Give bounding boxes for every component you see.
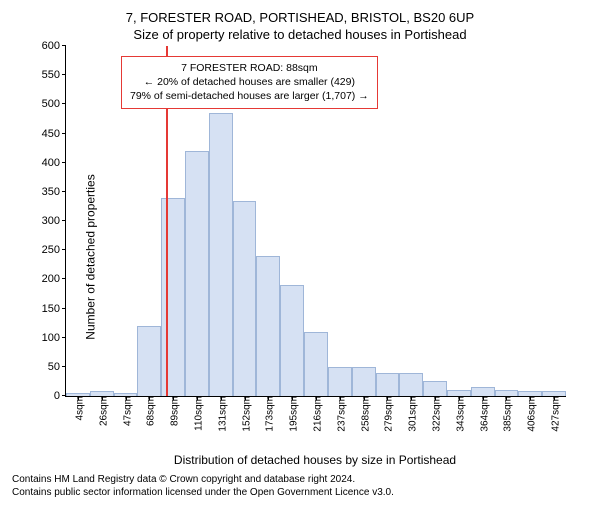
histogram-bar xyxy=(352,367,376,396)
histogram-bar xyxy=(185,151,209,396)
x-tick-label: 237sqm xyxy=(332,396,347,432)
x-tick-mark xyxy=(483,396,484,400)
x-tick-label: 216sqm xyxy=(309,396,324,432)
y-tick-label: 500 xyxy=(42,98,66,110)
x-tick-mark xyxy=(554,396,555,400)
x-tick-mark xyxy=(411,396,412,400)
y-tick-mark xyxy=(62,249,66,250)
x-tick-mark xyxy=(530,396,531,400)
y-tick-label: 600 xyxy=(42,40,66,52)
footer-line: Contains HM Land Registry data © Crown c… xyxy=(12,473,590,486)
y-tick-label: 0 xyxy=(54,390,66,402)
y-tick-mark xyxy=(62,191,66,192)
x-tick-label: 406sqm xyxy=(523,396,538,432)
y-tick-label: 250 xyxy=(42,244,66,256)
histogram-bar xyxy=(376,373,400,396)
x-tick-mark xyxy=(506,396,507,400)
x-tick-label: 343sqm xyxy=(451,396,466,432)
footer-line: Contains public sector information licen… xyxy=(12,486,590,499)
x-tick-label: 131sqm xyxy=(213,396,228,432)
x-tick-mark xyxy=(173,396,174,400)
annotation-line: 79% of semi-detached houses are larger (… xyxy=(130,89,369,103)
x-tick-mark xyxy=(268,396,269,400)
y-tick-label: 450 xyxy=(42,128,66,140)
y-tick-label: 150 xyxy=(42,303,66,315)
histogram-bar xyxy=(161,198,185,396)
histogram-bar xyxy=(423,381,447,396)
y-tick-mark xyxy=(62,133,66,134)
x-tick-label: 385sqm xyxy=(499,396,514,432)
y-tick-label: 550 xyxy=(42,69,66,81)
x-tick-label: 26sqm xyxy=(94,396,109,426)
annotation-line: ← 20% of detached houses are smaller (42… xyxy=(130,75,369,89)
annotation-line: 7 FORESTER ROAD: 88sqm xyxy=(130,61,369,75)
x-tick-label: 173sqm xyxy=(261,396,276,432)
x-tick-label: 89sqm xyxy=(166,396,181,426)
histogram-bar xyxy=(233,201,257,396)
x-tick-label: 110sqm xyxy=(189,396,204,431)
histogram-bar xyxy=(256,256,280,396)
y-tick-mark xyxy=(62,337,66,338)
x-tick-label: 152sqm xyxy=(237,396,252,432)
x-tick-mark xyxy=(149,396,150,400)
y-tick-mark xyxy=(62,220,66,221)
histogram-bar xyxy=(304,332,328,396)
histogram-bar xyxy=(280,285,304,396)
x-tick-mark xyxy=(292,396,293,400)
x-tick-mark xyxy=(387,396,388,400)
y-tick-label: 50 xyxy=(48,361,66,373)
histogram-chart: Number of detached properties 0501001502… xyxy=(20,46,580,467)
x-tick-label: 322sqm xyxy=(428,396,443,432)
x-tick-mark xyxy=(102,396,103,400)
histogram-bar xyxy=(209,113,233,396)
y-tick-mark xyxy=(62,74,66,75)
histogram-bar xyxy=(399,373,423,396)
y-tick-mark xyxy=(62,162,66,163)
page-title-sub: Size of property relative to detached ho… xyxy=(10,27,590,42)
x-tick-mark xyxy=(126,396,127,400)
plot-area: 0501001502002503003504004505005506004sqm… xyxy=(65,46,566,397)
x-tick-mark xyxy=(221,396,222,400)
x-tick-mark xyxy=(78,396,79,400)
x-tick-label: 301sqm xyxy=(404,396,419,432)
y-tick-mark xyxy=(62,45,66,46)
y-tick-label: 100 xyxy=(42,332,66,344)
y-tick-label: 350 xyxy=(42,186,66,198)
footer-attribution: Contains HM Land Registry data © Crown c… xyxy=(12,473,590,499)
x-tick-label: 258sqm xyxy=(356,396,371,432)
x-tick-mark xyxy=(340,396,341,400)
x-tick-label: 279sqm xyxy=(380,396,395,432)
x-tick-label: 364sqm xyxy=(475,396,490,432)
y-tick-mark xyxy=(62,278,66,279)
histogram-bar xyxy=(471,387,495,396)
histogram-bar xyxy=(328,367,352,396)
y-tick-label: 400 xyxy=(42,157,66,169)
histogram-bar xyxy=(137,326,161,396)
y-tick-mark xyxy=(62,308,66,309)
annotation-box: 7 FORESTER ROAD: 88sqm← 20% of detached … xyxy=(121,56,378,109)
x-tick-mark xyxy=(435,396,436,400)
x-tick-mark xyxy=(459,396,460,400)
x-axis-label: Distribution of detached houses by size … xyxy=(65,453,565,467)
y-tick-label: 300 xyxy=(42,215,66,227)
x-tick-label: 195sqm xyxy=(285,396,300,432)
x-tick-mark xyxy=(197,396,198,400)
y-tick-mark xyxy=(62,366,66,367)
x-tick-label: 47sqm xyxy=(118,396,133,426)
page-title-address: 7, FORESTER ROAD, PORTISHEAD, BRISTOL, B… xyxy=(10,10,590,25)
x-tick-mark xyxy=(364,396,365,400)
x-tick-label: 68sqm xyxy=(142,396,157,426)
y-tick-label: 200 xyxy=(42,273,66,285)
x-tick-mark xyxy=(316,396,317,400)
x-tick-label: 427sqm xyxy=(547,396,562,432)
y-tick-mark xyxy=(62,103,66,104)
x-tick-mark xyxy=(245,396,246,400)
